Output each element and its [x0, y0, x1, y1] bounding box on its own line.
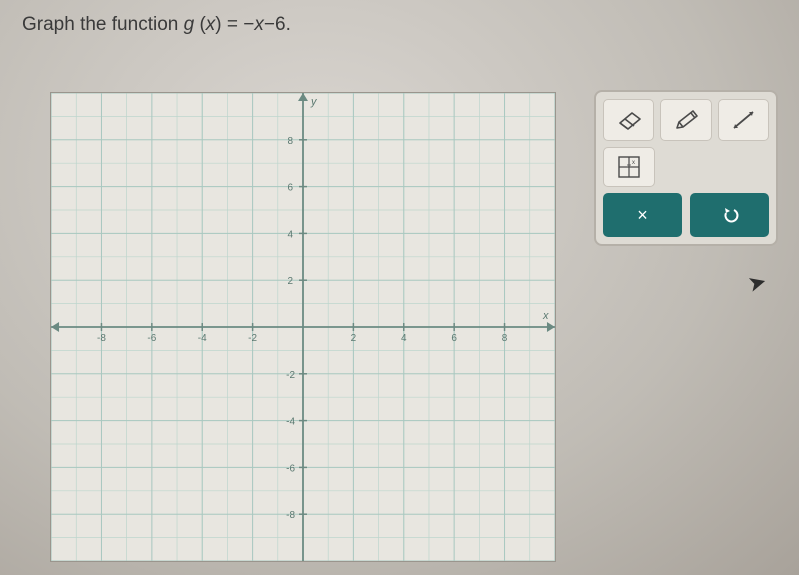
svg-text:4: 4 — [401, 333, 407, 344]
eraser-icon — [614, 109, 644, 131]
cursor-arrow-icon: ➤ — [745, 268, 770, 298]
close-paren: ) — [215, 14, 221, 35]
svg-text:-8: -8 — [97, 333, 106, 344]
line-icon — [728, 108, 758, 132]
svg-text:8: 8 — [288, 136, 294, 147]
svg-text:6: 6 — [451, 333, 457, 344]
svg-text:2: 2 — [288, 276, 294, 287]
svg-text:4: 4 — [288, 229, 294, 240]
clear-icon: × — [637, 205, 648, 226]
action-row: × — [603, 193, 769, 237]
question-prefix: Graph the function — [22, 14, 184, 35]
graph-panel[interactable]: 2 4 6 8 -2 -4 -6 -8 -8 -6 -4 -2 2 4 6 8 y x — [50, 92, 556, 562]
svg-text:-6: -6 — [147, 333, 156, 344]
coordinate-grid[interactable]: 2 4 6 8 -2 -4 -6 -8 -8 -6 -4 -2 2 4 6 8 y x — [51, 93, 555, 561]
svg-text:x: x — [542, 310, 549, 322]
period: . — [286, 14, 291, 35]
clear-button[interactable]: × — [603, 193, 682, 237]
pencil-icon — [671, 108, 701, 132]
svg-text:-2: -2 — [248, 333, 257, 344]
svg-text:2: 2 — [351, 333, 357, 344]
question-text: Graph the function g (x) = −x−6. — [22, 14, 291, 36]
rhs: −x−6 — [243, 14, 285, 35]
toolbox: x × — [594, 90, 778, 246]
svg-text:6: 6 — [288, 183, 294, 194]
pencil-button[interactable] — [660, 99, 711, 141]
eraser-button[interactable] — [603, 99, 654, 141]
svg-text:-4: -4 — [286, 417, 295, 428]
svg-text:-4: -4 — [198, 333, 207, 344]
tool-row-1 — [603, 99, 769, 141]
tool-row-2: x — [603, 147, 769, 187]
svg-text:x: x — [632, 160, 635, 166]
svg-text:8: 8 — [502, 333, 508, 344]
svg-text:-2: -2 — [286, 370, 295, 381]
function-name: g — [184, 14, 195, 35]
equals-sign: = — [227, 14, 238, 35]
undo-button[interactable] — [690, 193, 769, 237]
svg-text:-6: -6 — [286, 463, 295, 474]
line-button[interactable] — [718, 99, 769, 141]
svg-text:-8: -8 — [286, 510, 295, 521]
undo-icon — [720, 205, 740, 225]
grid-tool-icon: x — [616, 154, 642, 180]
svg-text:y: y — [310, 96, 318, 108]
grid-tool-button[interactable]: x — [603, 147, 655, 187]
function-arg: x — [206, 14, 216, 35]
